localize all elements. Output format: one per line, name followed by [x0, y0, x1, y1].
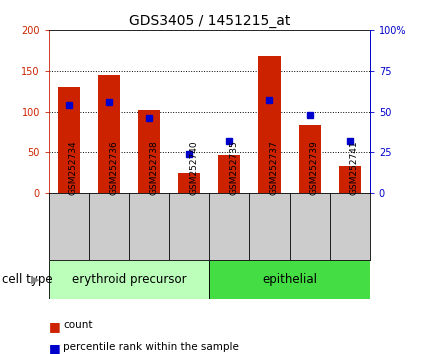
Bar [58, 87, 80, 193]
Title: GDS3405 / 1451215_at: GDS3405 / 1451215_at [129, 14, 290, 28]
Text: GSM252737: GSM252737 [269, 140, 278, 195]
Bar [298, 125, 320, 193]
Text: erythroid precursor: erythroid precursor [72, 273, 187, 286]
Text: GSM252735: GSM252735 [230, 140, 238, 195]
Bar [258, 56, 280, 193]
Text: GSM252734: GSM252734 [69, 140, 78, 195]
Bar [209, 260, 370, 299]
Bar [339, 166, 361, 193]
Text: GSM252738: GSM252738 [149, 140, 158, 195]
Text: GSM252740: GSM252740 [189, 140, 198, 195]
Bar [49, 260, 209, 299]
Text: ■: ■ [49, 320, 61, 333]
Text: epithelial: epithelial [262, 273, 317, 286]
Bar [138, 110, 160, 193]
Bar [178, 172, 200, 193]
Text: ▶: ▶ [31, 275, 40, 285]
Bar [98, 75, 120, 193]
Text: GSM252736: GSM252736 [109, 140, 118, 195]
Text: GSM252741: GSM252741 [350, 140, 359, 195]
Text: percentile rank within the sample: percentile rank within the sample [63, 342, 239, 352]
Text: cell type: cell type [2, 273, 53, 286]
Text: GSM252739: GSM252739 [309, 140, 319, 195]
Bar [218, 155, 241, 193]
Text: count: count [63, 320, 92, 330]
Text: ■: ■ [49, 342, 61, 354]
